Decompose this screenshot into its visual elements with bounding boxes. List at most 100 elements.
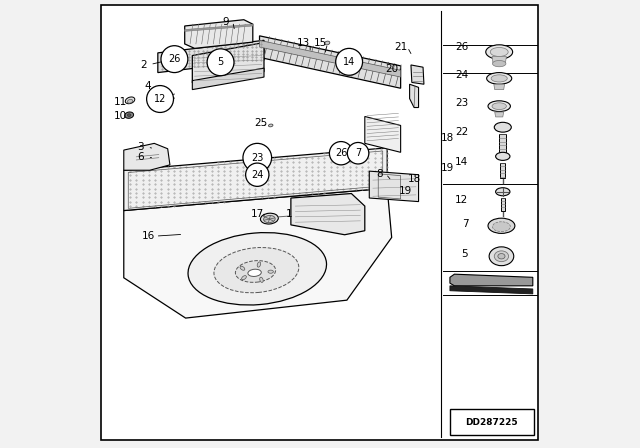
Ellipse shape bbox=[488, 218, 515, 233]
Polygon shape bbox=[260, 36, 401, 88]
Polygon shape bbox=[500, 198, 505, 211]
Ellipse shape bbox=[188, 233, 326, 305]
Ellipse shape bbox=[236, 261, 276, 282]
Text: 23: 23 bbox=[251, 153, 264, 163]
Ellipse shape bbox=[260, 277, 263, 282]
Text: 9: 9 bbox=[223, 17, 229, 26]
Circle shape bbox=[161, 46, 188, 73]
Text: 25: 25 bbox=[254, 118, 268, 128]
Text: 14: 14 bbox=[455, 157, 468, 167]
Polygon shape bbox=[124, 148, 387, 211]
Text: 23: 23 bbox=[455, 99, 468, 108]
Ellipse shape bbox=[260, 213, 278, 224]
Text: 17: 17 bbox=[251, 209, 264, 219]
Text: 26: 26 bbox=[168, 54, 180, 64]
Text: 12: 12 bbox=[154, 94, 166, 104]
Polygon shape bbox=[494, 84, 504, 90]
Circle shape bbox=[246, 163, 269, 186]
Polygon shape bbox=[192, 43, 264, 83]
Text: 16: 16 bbox=[142, 231, 156, 241]
Ellipse shape bbox=[125, 97, 135, 104]
Polygon shape bbox=[185, 20, 253, 48]
Ellipse shape bbox=[490, 47, 508, 56]
Ellipse shape bbox=[248, 269, 261, 276]
Text: 26: 26 bbox=[455, 43, 468, 52]
Ellipse shape bbox=[268, 270, 273, 273]
Polygon shape bbox=[192, 68, 264, 90]
Circle shape bbox=[330, 142, 353, 165]
Ellipse shape bbox=[495, 188, 510, 196]
Polygon shape bbox=[492, 56, 506, 63]
Polygon shape bbox=[410, 84, 419, 108]
Ellipse shape bbox=[127, 99, 132, 103]
Polygon shape bbox=[495, 112, 504, 117]
Circle shape bbox=[336, 48, 362, 75]
Text: 19: 19 bbox=[399, 186, 412, 196]
Text: 21: 21 bbox=[394, 42, 407, 52]
Text: 15: 15 bbox=[314, 39, 328, 48]
Text: 14: 14 bbox=[343, 57, 355, 67]
Polygon shape bbox=[158, 40, 264, 73]
Text: 1: 1 bbox=[286, 209, 293, 219]
Ellipse shape bbox=[486, 73, 512, 84]
Ellipse shape bbox=[493, 60, 506, 67]
Text: 26: 26 bbox=[335, 148, 348, 158]
Circle shape bbox=[348, 142, 369, 164]
Ellipse shape bbox=[214, 248, 299, 293]
Text: 2: 2 bbox=[140, 60, 147, 69]
Ellipse shape bbox=[491, 75, 508, 82]
Text: DD287225: DD287225 bbox=[465, 418, 518, 427]
Text: 18: 18 bbox=[441, 133, 454, 142]
Circle shape bbox=[207, 49, 234, 76]
Polygon shape bbox=[365, 116, 401, 152]
Ellipse shape bbox=[257, 262, 260, 267]
Polygon shape bbox=[450, 286, 533, 294]
Text: 13: 13 bbox=[297, 39, 310, 48]
Circle shape bbox=[147, 86, 173, 112]
Text: 22: 22 bbox=[455, 127, 468, 137]
Text: 7: 7 bbox=[355, 148, 361, 158]
Polygon shape bbox=[411, 65, 424, 84]
Text: 4: 4 bbox=[144, 81, 151, 91]
Ellipse shape bbox=[489, 247, 514, 266]
Text: 5: 5 bbox=[218, 57, 223, 67]
Text: 12: 12 bbox=[455, 195, 468, 205]
Text: 6: 6 bbox=[138, 152, 144, 162]
Text: 7: 7 bbox=[461, 220, 468, 229]
Text: 19: 19 bbox=[441, 163, 454, 172]
Polygon shape bbox=[124, 143, 170, 170]
Text: 5: 5 bbox=[461, 250, 468, 259]
Polygon shape bbox=[124, 188, 392, 318]
Text: 3: 3 bbox=[138, 142, 144, 152]
Polygon shape bbox=[369, 171, 419, 202]
Circle shape bbox=[243, 143, 271, 172]
Text: 18: 18 bbox=[408, 174, 420, 184]
Ellipse shape bbox=[269, 124, 273, 127]
Ellipse shape bbox=[486, 45, 513, 59]
Polygon shape bbox=[291, 194, 365, 235]
Text: 20: 20 bbox=[385, 65, 398, 74]
Ellipse shape bbox=[125, 112, 134, 118]
Ellipse shape bbox=[488, 101, 511, 112]
Ellipse shape bbox=[127, 114, 131, 116]
Text: 24: 24 bbox=[455, 70, 468, 80]
Text: 11: 11 bbox=[114, 97, 127, 107]
Polygon shape bbox=[499, 134, 506, 153]
Text: 24: 24 bbox=[251, 170, 264, 180]
Ellipse shape bbox=[498, 254, 505, 259]
Ellipse shape bbox=[324, 41, 330, 45]
Text: 8: 8 bbox=[376, 169, 383, 179]
Ellipse shape bbox=[242, 276, 246, 280]
Bar bbox=[450, 409, 534, 435]
Ellipse shape bbox=[495, 152, 510, 160]
Ellipse shape bbox=[494, 251, 509, 262]
Ellipse shape bbox=[493, 222, 511, 232]
Polygon shape bbox=[500, 163, 506, 178]
Ellipse shape bbox=[240, 266, 244, 270]
Ellipse shape bbox=[494, 122, 511, 132]
Polygon shape bbox=[450, 274, 533, 286]
Polygon shape bbox=[185, 24, 253, 31]
Text: 10: 10 bbox=[114, 111, 127, 121]
Ellipse shape bbox=[492, 103, 506, 110]
Polygon shape bbox=[260, 40, 401, 77]
